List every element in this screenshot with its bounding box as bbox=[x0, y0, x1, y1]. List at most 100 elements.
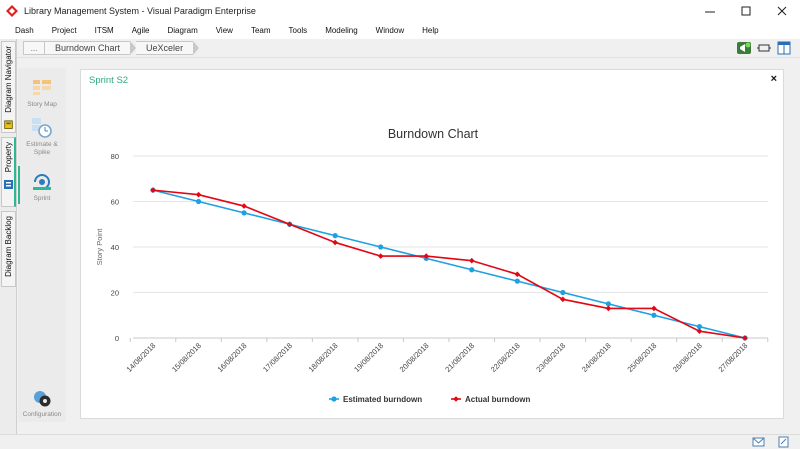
x-tick-label: 18/08/2018 bbox=[307, 341, 340, 374]
story-map-icon bbox=[33, 80, 51, 95]
tab-diagram-navigator[interactable]: Diagram Navigator bbox=[1, 41, 16, 133]
close-icon bbox=[777, 6, 787, 16]
estimate-spike-tool[interactable]: Estimate & Spike bbox=[18, 116, 66, 157]
actual-burndown-point bbox=[560, 296, 566, 303]
gear-icon bbox=[34, 391, 51, 407]
estimated-burndown-point bbox=[696, 324, 703, 330]
tab-diagram-backlog[interactable]: Diagram Backlog bbox=[1, 211, 16, 287]
tab-property-label: Property bbox=[3, 142, 13, 173]
legend-marker-estimated-burndown bbox=[331, 396, 337, 402]
menu-agile[interactable]: Agile bbox=[131, 26, 150, 35]
tab-diagram-navigator-label: Diagram Navigator bbox=[4, 46, 13, 113]
breadcrumb-item-burndown-chart[interactable]: Burndown Chart bbox=[45, 41, 131, 55]
actual-burndown-point bbox=[423, 253, 430, 259]
sprint-card: 0 20 40 60 80 14/08/2018 15/08/2018 16/08/2018 1… bbox=[80, 69, 784, 419]
fit-diagram-button[interactable] bbox=[756, 40, 772, 56]
breadcrumb-separator bbox=[193, 41, 200, 55]
menu-modeling[interactable]: Modeling bbox=[325, 26, 358, 35]
sprint-label: Sprint bbox=[33, 195, 51, 202]
uexceler-tool-panel: Story Map Estimate & Spike Sprint bbox=[18, 68, 66, 422]
maximize-button[interactable] bbox=[728, 0, 764, 22]
x-tick-label: 20/08/2018 bbox=[398, 341, 431, 374]
x-tick-label: 24/08/2018 bbox=[580, 341, 613, 374]
window-controls bbox=[692, 0, 800, 22]
menu-project[interactable]: Project bbox=[51, 26, 77, 35]
chart-legend: Estimated burndown Actual burndown bbox=[329, 395, 530, 404]
estimated-burndown-point bbox=[378, 244, 384, 250]
x-tick-label: 16/08/2018 bbox=[216, 341, 249, 374]
x-tick-label: 23/08/2018 bbox=[534, 341, 567, 374]
actual-burndown-point bbox=[195, 191, 202, 198]
menu-help[interactable]: Help bbox=[422, 26, 439, 35]
menu-window[interactable]: Window bbox=[375, 26, 405, 35]
notes-icon[interactable] bbox=[777, 436, 790, 448]
diagram-toolbar bbox=[736, 40, 792, 56]
y-tick-label: 0 bbox=[115, 334, 119, 343]
legend-marker-actual-burndown bbox=[453, 396, 459, 402]
status-icons bbox=[752, 436, 790, 448]
configuration-tool[interactable]: Configuration bbox=[18, 386, 66, 419]
menu-itsm[interactable]: ITSM bbox=[94, 26, 114, 35]
menu-dash[interactable]: Dash bbox=[15, 26, 34, 35]
estimated-burndown-point bbox=[332, 233, 338, 239]
menu-bar: Dash Project ITSM Agile Diagram View Tea… bbox=[0, 22, 800, 39]
mail-icon[interactable] bbox=[752, 436, 765, 448]
story-map-tool[interactable]: Story Map bbox=[18, 76, 66, 109]
actual-burndown-point bbox=[150, 187, 156, 193]
sprint-tool[interactable]: Sprint bbox=[18, 170, 66, 203]
x-tick-label: 25/08/2018 bbox=[625, 341, 658, 374]
chart-title: Burndown Chart bbox=[388, 127, 479, 141]
menu-team[interactable]: Team bbox=[250, 26, 271, 35]
x-tick-label: 27/08/2018 bbox=[717, 341, 750, 374]
estimate-spike-label: Estimate & Spike bbox=[26, 141, 58, 156]
x-tick-label: 21/08/2018 bbox=[443, 341, 476, 374]
breadcrumb-more-button[interactable]: ... bbox=[23, 41, 45, 55]
x-tick-label: 17/08/2018 bbox=[261, 341, 294, 374]
estimated-burndown-point bbox=[241, 210, 247, 216]
x-tick-label: 14/08/2018 bbox=[125, 341, 158, 374]
actual-burndown-point bbox=[696, 328, 703, 334]
sprint-title: Sprint S2 bbox=[89, 75, 129, 86]
y-tick-label: 60 bbox=[111, 198, 119, 207]
layout-panel-icon bbox=[777, 41, 791, 55]
minimize-icon bbox=[705, 11, 715, 13]
actual-burndown-point bbox=[377, 253, 384, 259]
visual-paradigm-logo-icon bbox=[6, 5, 18, 17]
minimize-button[interactable] bbox=[692, 0, 728, 22]
legend-label-estimated-burndown: Estimated burndown bbox=[343, 395, 422, 404]
close-window-button[interactable] bbox=[764, 0, 800, 22]
burndown-chart: 0 20 40 60 80 14/08/2018 15/08/2018 16/08/2018 1… bbox=[95, 127, 769, 404]
announce-button[interactable] bbox=[736, 40, 752, 56]
breadcrumb-item-uexceler[interactable]: UeXceler bbox=[136, 41, 194, 55]
tab-property[interactable]: Property bbox=[1, 137, 16, 207]
estimated-burndown-point bbox=[651, 312, 657, 318]
x-tick-label: 26/08/2018 bbox=[671, 341, 704, 374]
active-tool-indicator bbox=[18, 166, 20, 204]
estimated-burndown-point bbox=[469, 267, 475, 273]
actual-burndown-point bbox=[241, 203, 247, 209]
actual-burndown-point bbox=[514, 271, 521, 278]
actual-burndown-point bbox=[468, 257, 475, 264]
actual-burndown-point bbox=[742, 335, 748, 341]
layout-button[interactable] bbox=[776, 40, 792, 56]
chart-y-axis-label: Story Point bbox=[95, 228, 104, 266]
x-tick-label: 15/08/2018 bbox=[170, 341, 203, 374]
menu-diagram[interactable]: Diagram bbox=[167, 26, 198, 35]
estimated-burndown-point bbox=[195, 198, 202, 205]
y-tick-label: 40 bbox=[111, 243, 119, 252]
menu-tools[interactable]: Tools bbox=[288, 26, 308, 35]
breadcrumb-separator bbox=[130, 41, 137, 55]
window-title: Library Management System - Visual Parad… bbox=[24, 6, 256, 16]
chart-series bbox=[150, 187, 748, 341]
menu-view[interactable]: View bbox=[215, 26, 233, 35]
estimated-burndown-point bbox=[605, 301, 611, 307]
estimated-burndown-point bbox=[560, 289, 566, 296]
breadcrumb-bar: ... Burndown Chart UeXceler bbox=[0, 39, 800, 58]
status-bar bbox=[0, 434, 800, 449]
title-bar: Library Management System - Visual Parad… bbox=[0, 0, 800, 22]
diagram-navigator-icon bbox=[4, 120, 13, 129]
chart-grid bbox=[133, 155, 768, 293]
y-tick-label: 80 bbox=[111, 152, 119, 161]
close-card-button[interactable]: × bbox=[770, 73, 777, 85]
